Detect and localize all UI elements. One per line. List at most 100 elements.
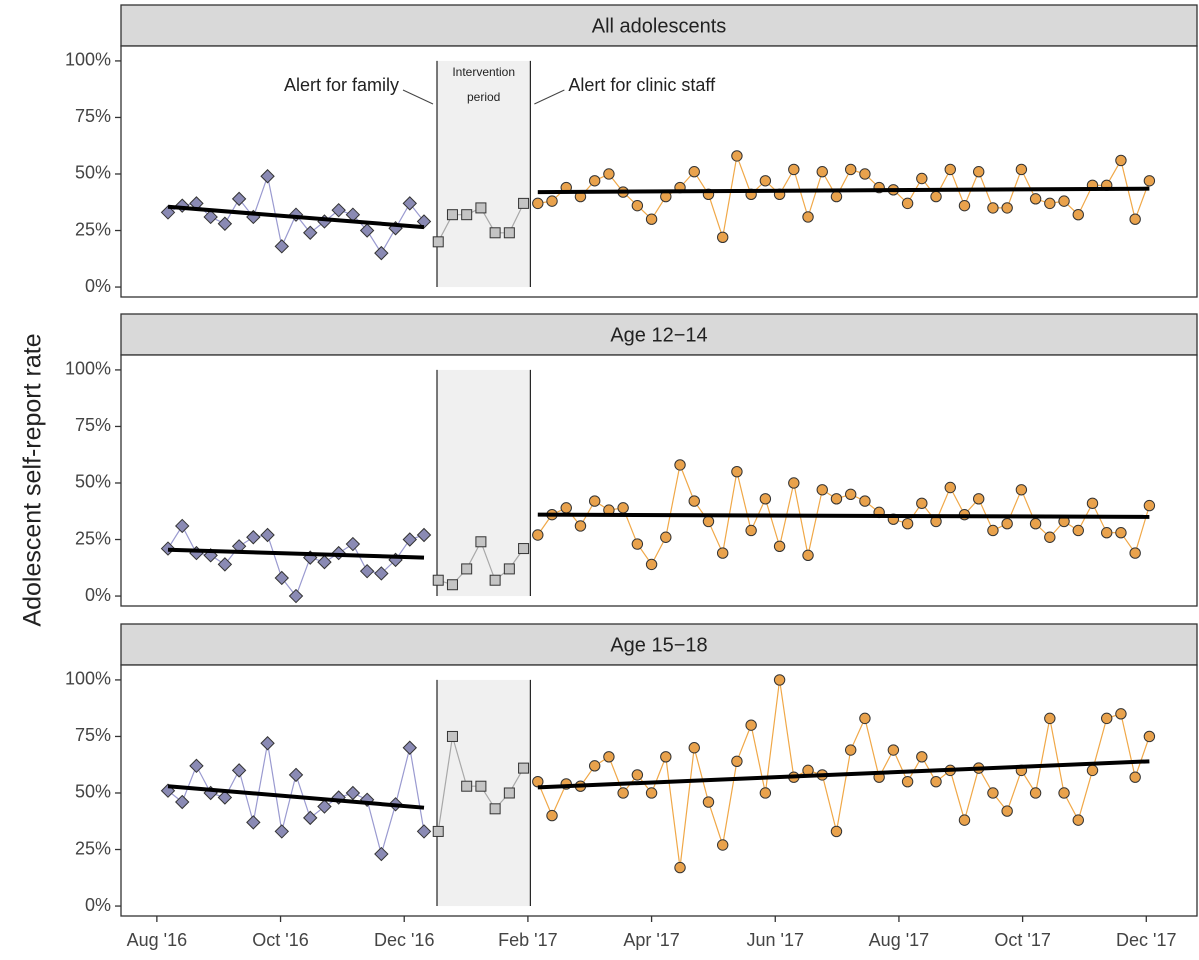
point bbox=[1115, 154, 1127, 167]
panel-frame bbox=[120, 354, 1198, 607]
point bbox=[489, 227, 501, 239]
annotation: Intervention bbox=[452, 65, 515, 79]
point bbox=[759, 787, 772, 799]
annotation: Alert for family bbox=[284, 75, 399, 95]
point bbox=[816, 166, 828, 178]
point bbox=[160, 205, 176, 220]
point bbox=[973, 166, 985, 178]
point bbox=[288, 767, 304, 783]
point bbox=[303, 225, 318, 240]
point bbox=[345, 785, 361, 801]
y-tick-label: 25% bbox=[75, 838, 111, 858]
point bbox=[1058, 787, 1070, 799]
point bbox=[189, 758, 204, 774]
point bbox=[987, 787, 999, 799]
point bbox=[802, 211, 814, 223]
point bbox=[503, 227, 515, 239]
point bbox=[1001, 202, 1013, 214]
panel-title: Age 15−18 bbox=[610, 634, 707, 656]
point bbox=[303, 810, 318, 826]
y-tick-label: 50% bbox=[75, 163, 111, 183]
annotation: Alert for clinic staff bbox=[568, 75, 716, 95]
panel-title: Age 12−14 bbox=[610, 324, 707, 346]
point bbox=[260, 169, 275, 184]
point bbox=[274, 570, 289, 586]
point bbox=[518, 543, 530, 555]
point bbox=[588, 760, 601, 772]
point bbox=[175, 794, 190, 810]
x-tick-label: Apr '17 bbox=[623, 930, 679, 950]
point bbox=[1129, 771, 1141, 783]
point bbox=[317, 799, 332, 814]
point bbox=[1001, 517, 1013, 530]
point bbox=[532, 197, 544, 210]
point bbox=[260, 527, 275, 543]
point bbox=[1029, 517, 1042, 530]
point bbox=[944, 163, 956, 176]
point bbox=[816, 484, 828, 496]
point bbox=[1058, 195, 1070, 207]
point bbox=[773, 674, 786, 686]
point bbox=[1044, 712, 1056, 725]
point bbox=[716, 231, 729, 244]
point bbox=[402, 196, 417, 211]
point bbox=[546, 195, 558, 207]
trend-line bbox=[167, 204, 425, 230]
point bbox=[1115, 708, 1127, 720]
point bbox=[518, 197, 530, 209]
point bbox=[475, 536, 487, 548]
point bbox=[859, 495, 871, 507]
annotation-leader bbox=[402, 89, 434, 105]
point bbox=[645, 213, 658, 225]
y-tick-label: 75% bbox=[75, 725, 111, 745]
point bbox=[475, 202, 487, 214]
point bbox=[574, 520, 587, 532]
point bbox=[973, 493, 985, 505]
point bbox=[916, 172, 928, 185]
point bbox=[987, 524, 999, 537]
point bbox=[887, 744, 900, 756]
point bbox=[631, 538, 644, 550]
point bbox=[175, 518, 190, 534]
point bbox=[546, 809, 558, 822]
point bbox=[788, 163, 800, 176]
point bbox=[1101, 712, 1113, 725]
x-tick-label: Aug '16 bbox=[127, 930, 188, 950]
point bbox=[1072, 814, 1084, 826]
point bbox=[231, 763, 247, 778]
point bbox=[1072, 524, 1084, 537]
x-tick-label: Oct '17 bbox=[994, 930, 1050, 950]
point bbox=[859, 168, 871, 180]
point bbox=[345, 536, 361, 552]
point bbox=[674, 861, 686, 874]
point bbox=[802, 549, 814, 562]
point bbox=[830, 493, 843, 505]
x-tick-label: Dec '16 bbox=[374, 930, 434, 950]
point bbox=[916, 497, 928, 510]
point bbox=[1129, 213, 1141, 225]
point bbox=[416, 527, 432, 543]
point bbox=[588, 495, 601, 507]
point bbox=[446, 730, 458, 742]
panel-strip bbox=[120, 4, 1198, 47]
y-tick-label: 100% bbox=[65, 50, 111, 70]
point bbox=[759, 493, 772, 505]
point bbox=[1143, 730, 1156, 743]
point bbox=[631, 769, 644, 781]
point bbox=[702, 515, 715, 528]
point bbox=[432, 825, 444, 837]
point bbox=[274, 824, 289, 839]
point bbox=[1143, 499, 1156, 512]
point bbox=[461, 209, 473, 221]
point bbox=[631, 199, 644, 212]
point bbox=[930, 775, 942, 788]
point bbox=[645, 558, 658, 571]
point bbox=[231, 191, 247, 207]
point bbox=[503, 563, 515, 575]
point bbox=[217, 557, 233, 572]
trend-line bbox=[537, 512, 1150, 519]
point bbox=[830, 825, 843, 838]
point bbox=[1072, 208, 1084, 221]
